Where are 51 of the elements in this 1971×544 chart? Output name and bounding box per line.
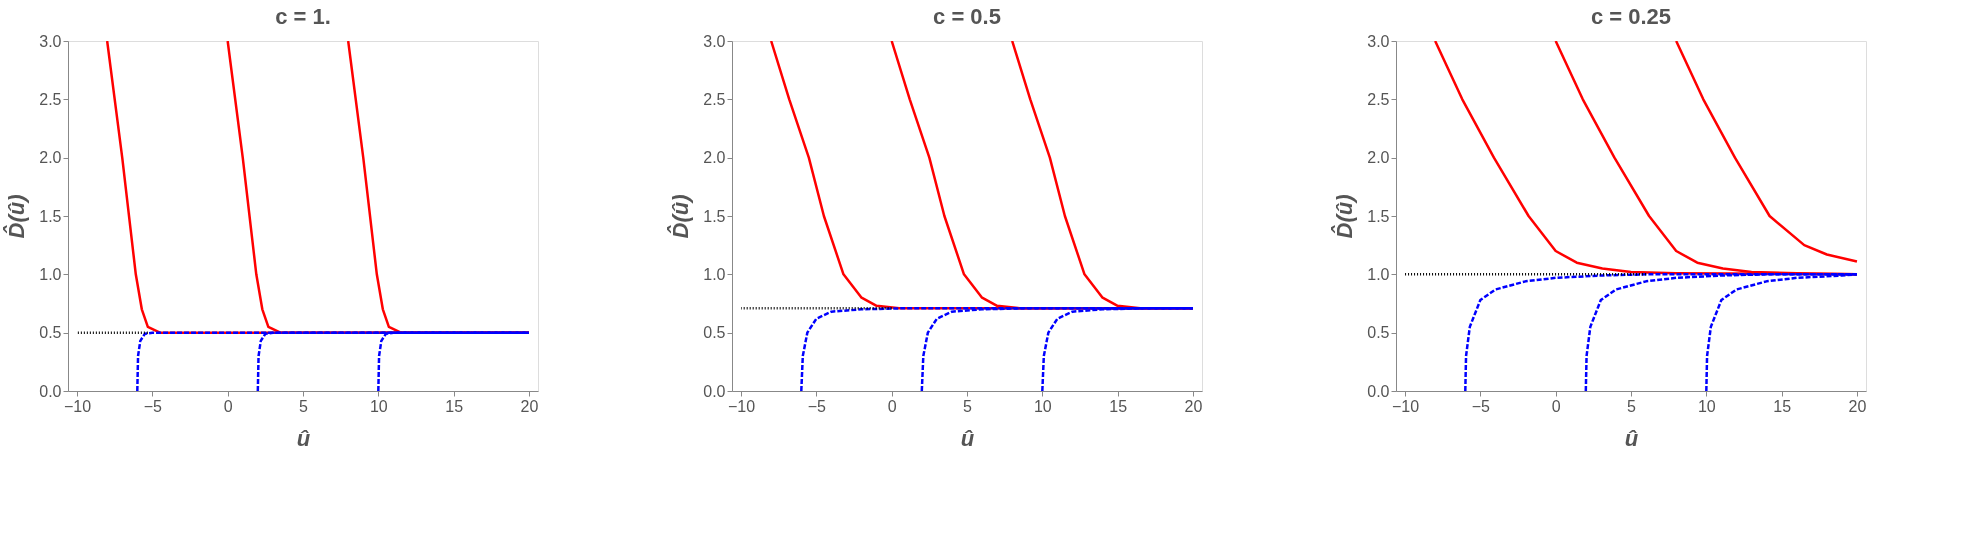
x-tick-label: 0 — [223, 397, 233, 415]
x-tick-label: 15 — [1109, 397, 1128, 415]
y-tick-label: 2.5 — [703, 90, 726, 108]
x-tick-label: 5 — [1627, 397, 1637, 415]
x-tick-label: 10 — [1033, 397, 1052, 415]
y-axis-title: D̂(û) — [667, 194, 694, 239]
x-axis-title: û — [1624, 425, 1639, 451]
x-tick-label: 5 — [299, 397, 309, 415]
y-tick-label: 0.5 — [39, 324, 62, 342]
y-tick-label: 2.0 — [39, 149, 62, 167]
x-tick-label: −10 — [1391, 397, 1420, 415]
x-tick-label: −10 — [727, 397, 756, 415]
y-tick-label: 3.0 — [39, 32, 62, 50]
x-tick-label: 5 — [963, 397, 973, 415]
x-tick-label: 10 — [1697, 397, 1716, 415]
y-tick-label: 0.0 — [703, 382, 726, 400]
x-axis-title: û — [960, 425, 975, 451]
y-tick-label: 1.5 — [39, 207, 62, 225]
x-tick-label: 0 — [887, 397, 897, 415]
x-tick-label: 0 — [1551, 397, 1561, 415]
x-axis-title: û — [296, 425, 311, 451]
y-axis-title: D̂(û) — [3, 194, 30, 239]
x-tick-label: 15 — [1773, 397, 1792, 415]
chart-title: c = 0.25 — [1590, 4, 1672, 29]
x-tick-label: 10 — [369, 397, 388, 415]
y-tick-label: 0.5 — [703, 324, 726, 342]
y-tick-label: 2.0 — [1367, 149, 1390, 167]
y-tick-label: 1.5 — [1367, 207, 1390, 225]
x-tick-label: 20 — [1848, 397, 1867, 415]
y-tick-label: 1.0 — [703, 265, 726, 283]
x-tick-label: −5 — [1471, 397, 1491, 415]
y-tick-label: 2.5 — [39, 90, 62, 108]
x-tick-label: 20 — [1184, 397, 1203, 415]
chart-title: c = 0.5 — [933, 4, 1001, 29]
y-tick-label: 1.5 — [703, 207, 726, 225]
y-tick-label: 0.0 — [1367, 382, 1390, 400]
x-tick-label: −10 — [63, 397, 92, 415]
y-tick-label: 1.0 — [1367, 265, 1390, 283]
y-tick-label: 2.5 — [1367, 90, 1390, 108]
y-tick-label: 1.0 — [39, 265, 62, 283]
y-tick-label: 0.0 — [39, 382, 62, 400]
y-tick-label: 0.5 — [1367, 324, 1390, 342]
x-tick-label: 20 — [520, 397, 539, 415]
y-axis-title: D̂(û) — [1331, 194, 1358, 239]
x-tick-label: −5 — [807, 397, 827, 415]
y-tick-label: 2.0 — [703, 149, 726, 167]
x-tick-label: −5 — [143, 397, 163, 415]
y-tick-label: 3.0 — [703, 32, 726, 50]
x-tick-label: 15 — [445, 397, 464, 415]
chart-title: c = 1. — [275, 4, 331, 29]
y-tick-label: 3.0 — [1367, 32, 1390, 50]
